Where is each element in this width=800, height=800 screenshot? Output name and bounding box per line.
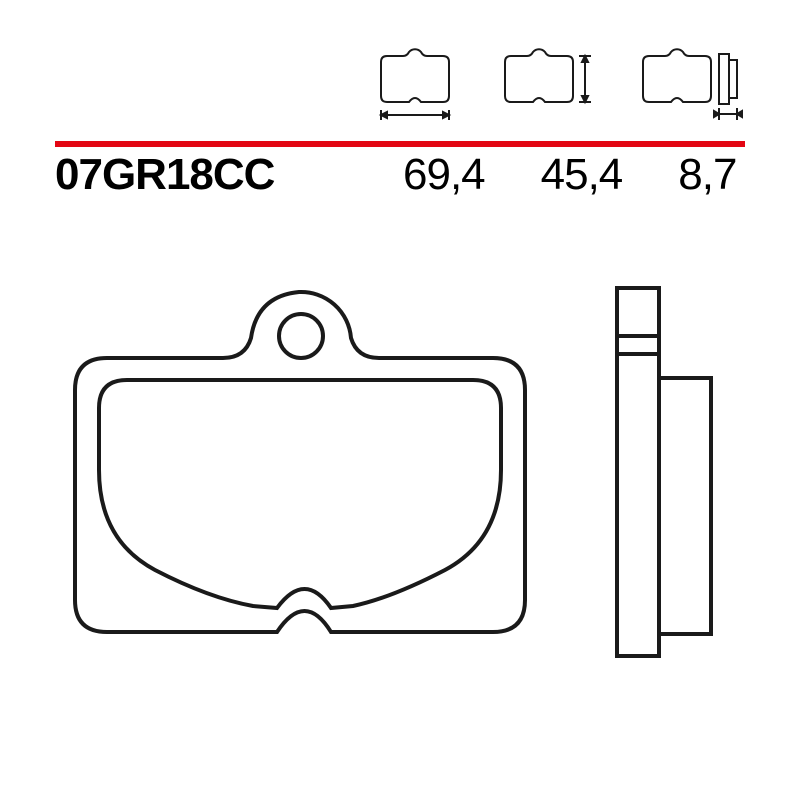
main-diagram — [55, 270, 755, 745]
dim-width: 69,4 — [403, 150, 485, 200]
front-view — [75, 292, 525, 632]
part-number: 07GR18CC — [55, 150, 274, 200]
dim-thickness: 8,7 — [678, 150, 736, 200]
divider-line — [55, 134, 745, 140]
dimensions-values: 69,4 45,4 8,7 — [403, 150, 736, 200]
thickness-icon — [635, 48, 755, 126]
width-icon — [365, 48, 465, 126]
spec-row: 07GR18CC 69,4 45,4 8,7 — [55, 150, 745, 200]
dimension-icons-row — [365, 48, 755, 126]
height-icon — [495, 48, 605, 126]
dim-height: 45,4 — [541, 150, 623, 200]
side-view — [617, 288, 711, 656]
